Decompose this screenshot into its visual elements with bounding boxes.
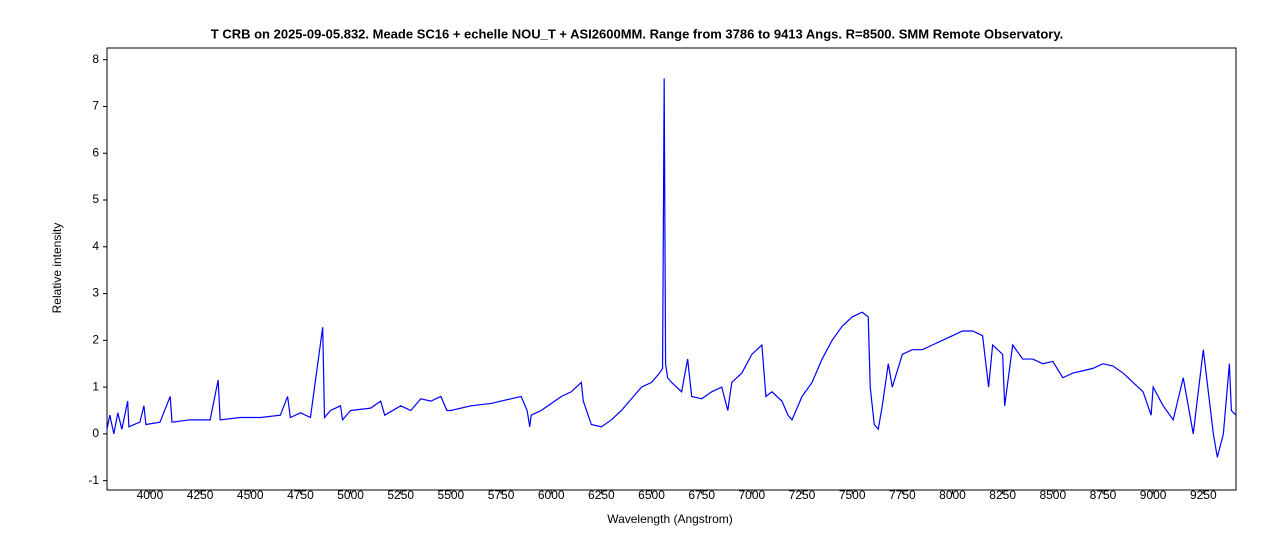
plot-frame bbox=[106, 47, 1237, 491]
x-tick-label: 4000 bbox=[137, 488, 164, 502]
x-tick-label: 8500 bbox=[1039, 488, 1066, 502]
y-tick-label: 4 bbox=[92, 239, 99, 253]
x-tick-label: 4500 bbox=[237, 488, 264, 502]
y-axis-label: Relative intensity bbox=[50, 223, 64, 314]
chart-title: T CRB on 2025-09-05.832. Meade SC16 + ec… bbox=[211, 26, 1063, 41]
y-tick-label: 1 bbox=[92, 379, 99, 393]
x-tick-label: 5500 bbox=[438, 488, 465, 502]
x-tick-label: 9000 bbox=[1140, 488, 1167, 502]
x-tick-label: 8250 bbox=[989, 488, 1016, 502]
x-tick-label: 7250 bbox=[789, 488, 816, 502]
y-tick-label: 0 bbox=[92, 426, 99, 440]
x-tick-label: 6250 bbox=[588, 488, 615, 502]
x-tick-label: 7500 bbox=[839, 488, 866, 502]
x-tick-label: 5750 bbox=[488, 488, 515, 502]
x-tick-label: 8000 bbox=[939, 488, 966, 502]
y-tick-label: 5 bbox=[92, 192, 99, 206]
x-tick-label: 6500 bbox=[638, 488, 665, 502]
y-tick-label: 3 bbox=[92, 286, 99, 300]
x-tick-label: 4250 bbox=[187, 488, 214, 502]
x-tick-label: 5000 bbox=[337, 488, 364, 502]
spectrum-line bbox=[106, 78, 1237, 458]
x-tick-label: 7750 bbox=[889, 488, 916, 502]
x-tick-label: 9250 bbox=[1190, 488, 1217, 502]
y-tick-label: 6 bbox=[92, 145, 99, 159]
y-tick-label: 2 bbox=[92, 332, 99, 346]
y-tick-label: 7 bbox=[92, 99, 99, 113]
y-tick-label: -1 bbox=[88, 473, 99, 487]
y-tick-label: 8 bbox=[92, 52, 99, 66]
x-tick-label: 8750 bbox=[1090, 488, 1117, 502]
x-tick-label: 5250 bbox=[387, 488, 414, 502]
x-tick-label: 6000 bbox=[538, 488, 565, 502]
x-tick-label: 6750 bbox=[688, 488, 715, 502]
x-tick-label: 4750 bbox=[287, 488, 314, 502]
x-tick-label: 7000 bbox=[739, 488, 766, 502]
x-axis-label: Wavelength (Angstrom) bbox=[607, 512, 733, 526]
